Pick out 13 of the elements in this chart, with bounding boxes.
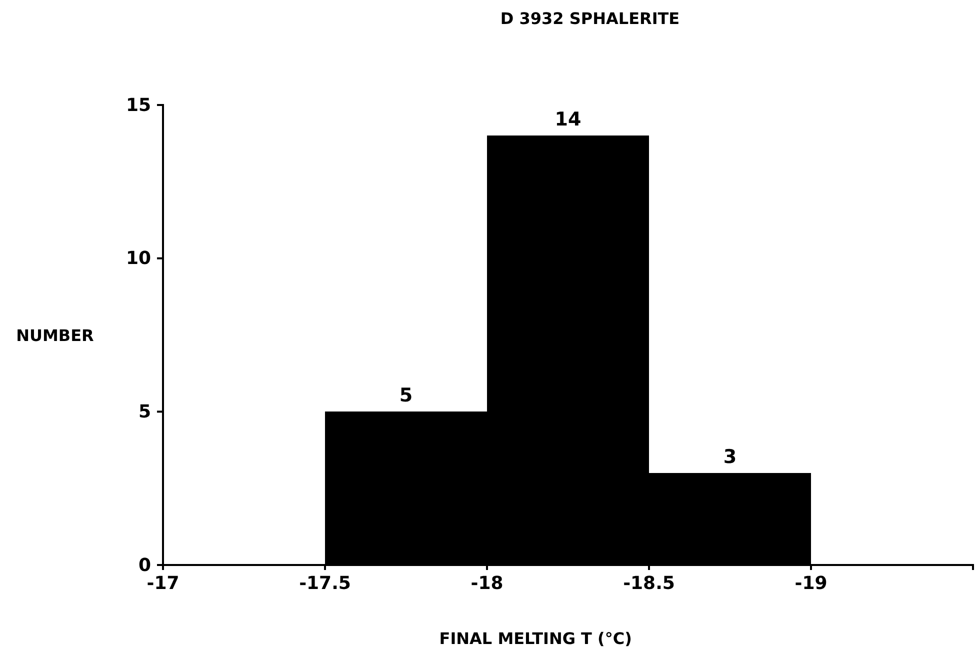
- y-tick-label: 10: [126, 248, 151, 270]
- x-tick-label: -17.5: [299, 572, 351, 594]
- chart-title: D 3932 SPHALERITE: [500, 9, 680, 28]
- data-label: 5: [399, 384, 413, 407]
- y-tick-label: 5: [138, 401, 151, 422]
- x-tick-label: -19: [794, 572, 828, 594]
- x-tick-label: -18: [470, 572, 504, 594]
- data-label: 3: [723, 446, 737, 468]
- x-tick-label: -18.5: [623, 572, 675, 594]
- x-axis-title: FINAL MELTING T (°C): [439, 629, 632, 648]
- y-tick-label: 15: [126, 94, 151, 116]
- data-label: 14: [554, 108, 582, 131]
- y-axis-title: NUMBER: [16, 326, 94, 345]
